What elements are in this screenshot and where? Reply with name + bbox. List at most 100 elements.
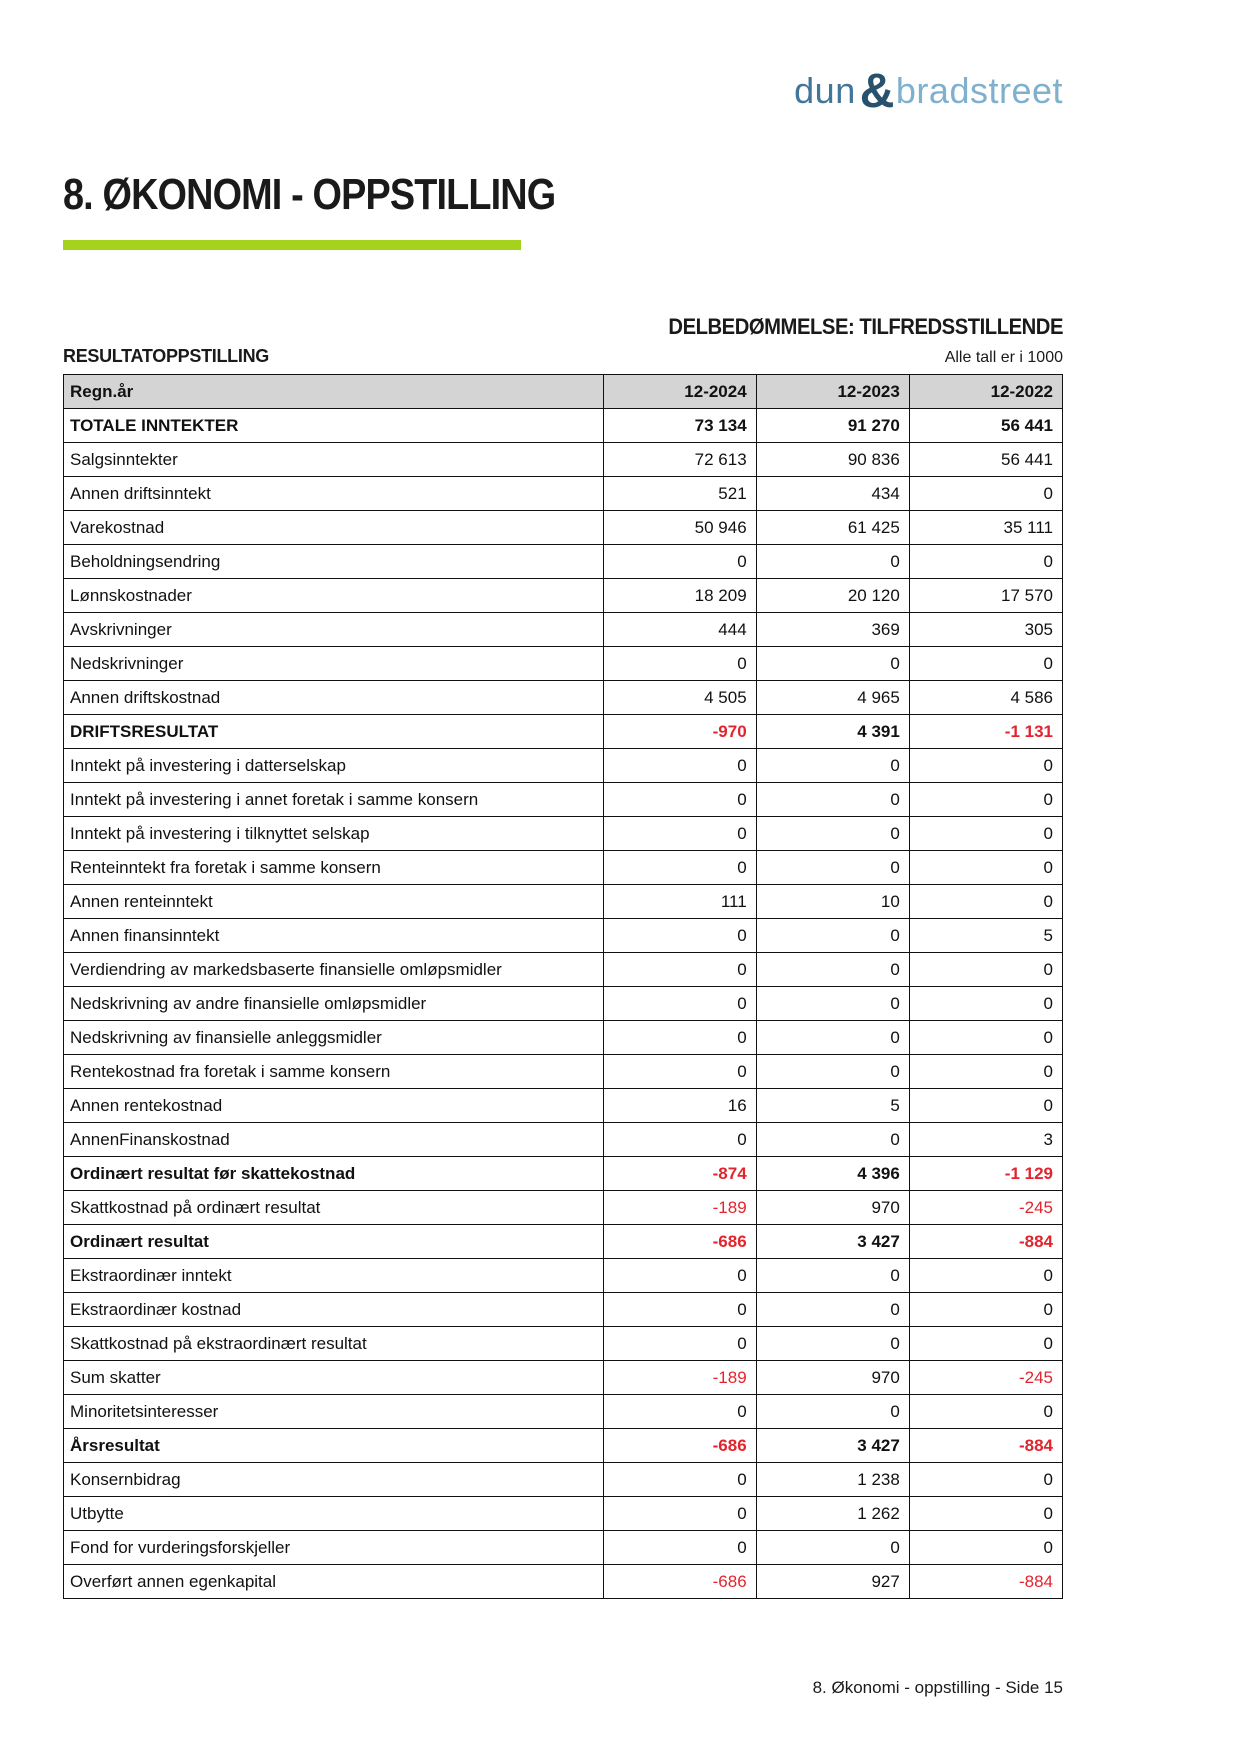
table-row: Nedskrivninger 0 0 0 bbox=[63, 646, 1064, 681]
table-row: Annen finansinntekt 0 0 5 bbox=[63, 918, 1064, 953]
row-value: 0 bbox=[755, 1326, 910, 1361]
table-row: Skattkostnad på ordinært resultat -189 970… bbox=[63, 1190, 1064, 1225]
row-value: 0 bbox=[755, 1122, 910, 1157]
row-value: 0 bbox=[755, 1394, 910, 1429]
row-label: Ordinært resultat bbox=[63, 1224, 604, 1259]
row-value: 0 bbox=[755, 646, 910, 681]
row-value: -686 bbox=[602, 1428, 757, 1463]
row-value: 0 bbox=[602, 918, 757, 953]
row-label: Verdiendring av markedsbaserte finansiel… bbox=[63, 952, 604, 987]
row-label: TOTALE INNTEKTER bbox=[63, 408, 604, 443]
row-value: 20 120 bbox=[755, 578, 910, 613]
assessment-text: DELBEDØMMELSE: TILFREDSSTILLENDE bbox=[668, 314, 1063, 339]
row-value: 0 bbox=[908, 1394, 1064, 1429]
row-value: 0 bbox=[602, 1258, 757, 1293]
table-row: Annen rentekostnad 16 5 0 bbox=[63, 1088, 1064, 1123]
row-label: Beholdningsendring bbox=[63, 544, 604, 579]
row-value: -686 bbox=[602, 1564, 757, 1599]
row-label: Lønnskostnader bbox=[63, 578, 604, 613]
table-row: Lønnskostnader 18 209 20 120 17 570 bbox=[63, 578, 1064, 613]
table-row: Konsernbidrag 0 1 238 0 bbox=[63, 1462, 1064, 1497]
table-row: Renteinntekt fra foretak i samme konsern… bbox=[63, 850, 1064, 885]
row-value: 0 bbox=[908, 748, 1064, 783]
row-label: Skattkostnad på ordinært resultat bbox=[63, 1190, 604, 1225]
row-value: 0 bbox=[755, 850, 910, 885]
row-value: 0 bbox=[602, 1054, 757, 1089]
table-row: TOTALE INNTEKTER 73 134 91 270 56 441 bbox=[63, 408, 1064, 443]
row-value: 0 bbox=[908, 1496, 1064, 1531]
row-value: 0 bbox=[908, 1020, 1064, 1055]
row-value: 0 bbox=[602, 850, 757, 885]
row-value: 0 bbox=[755, 1054, 910, 1089]
header-year-2023: 12-2023 bbox=[755, 374, 910, 409]
logo-bradstreet-text: bradstreet bbox=[895, 70, 1063, 111]
row-value: 0 bbox=[755, 748, 910, 783]
row-value: 0 bbox=[602, 1020, 757, 1055]
row-label: Konsernbidrag bbox=[63, 1462, 604, 1497]
row-value: 0 bbox=[755, 1292, 910, 1327]
row-label: Inntekt på investering i annet foretak i… bbox=[63, 782, 604, 817]
row-value: -1 131 bbox=[908, 714, 1064, 749]
row-label: Renteinntekt fra foretak i samme konsern bbox=[63, 850, 604, 885]
row-value: 0 bbox=[602, 646, 757, 681]
row-label: Sum skatter bbox=[63, 1360, 604, 1395]
row-value: 0 bbox=[602, 1530, 757, 1565]
row-value: 0 bbox=[755, 1530, 910, 1565]
row-value: 927 bbox=[755, 1564, 910, 1599]
row-value: 369 bbox=[755, 612, 910, 647]
row-label: Årsresultat bbox=[63, 1428, 604, 1463]
table-row: Nedskrivning av andre finansielle omløps… bbox=[63, 986, 1064, 1021]
table-row: Inntekt på investering i tilknyttet sels… bbox=[63, 816, 1064, 851]
table-row: Sum skatter -189 970 -245 bbox=[63, 1360, 1064, 1395]
row-value: 0 bbox=[908, 1462, 1064, 1497]
row-value: 3 427 bbox=[755, 1428, 910, 1463]
row-value: 35 111 bbox=[908, 510, 1064, 545]
row-value: 5 bbox=[755, 1088, 910, 1123]
table-row: Annen driftsinntekt 521 434 0 bbox=[63, 476, 1064, 511]
section-title: RESULTATOPPSTILLING bbox=[63, 346, 269, 366]
row-value: -884 bbox=[908, 1428, 1064, 1463]
result-table: Regn.år 12-2024 12-2023 12-2022 TOTALE I… bbox=[63, 374, 1064, 1599]
row-value: 56 441 bbox=[908, 408, 1064, 443]
row-value: 0 bbox=[908, 986, 1064, 1021]
row-label: Minoritetsinteresser bbox=[63, 1394, 604, 1429]
row-label: Ekstraordinær inntekt bbox=[63, 1258, 604, 1293]
row-value: -884 bbox=[908, 1564, 1064, 1599]
table-row: Ekstraordinær inntekt 0 0 0 bbox=[63, 1258, 1064, 1293]
row-value: 3 427 bbox=[755, 1224, 910, 1259]
table-row: Inntekt på investering i annet foretak i… bbox=[63, 782, 1064, 817]
row-label: Annen rentekostnad bbox=[63, 1088, 604, 1123]
row-value: 4 965 bbox=[755, 680, 910, 715]
row-value: 0 bbox=[755, 1020, 910, 1055]
row-value: 72 613 bbox=[602, 442, 757, 477]
row-label: Avskrivninger bbox=[63, 612, 604, 647]
table-row: Nedskrivning av finansielle anleggsmidle… bbox=[63, 1020, 1064, 1055]
row-value: 0 bbox=[908, 850, 1064, 885]
row-value: -874 bbox=[602, 1156, 757, 1191]
row-value: -245 bbox=[908, 1190, 1064, 1225]
row-value: 0 bbox=[755, 782, 910, 817]
logo-row: dun&bradstreet bbox=[63, 68, 1063, 116]
row-value: 0 bbox=[602, 748, 757, 783]
row-value: 434 bbox=[755, 476, 910, 511]
dun-bradstreet-logo: dun&bradstreet bbox=[794, 68, 1063, 116]
table-row: Inntekt på investering i datterselskap 0 0… bbox=[63, 748, 1064, 783]
row-value: 10 bbox=[755, 884, 910, 919]
row-value: 305 bbox=[908, 612, 1064, 647]
row-value: 0 bbox=[908, 1088, 1064, 1123]
row-value: 0 bbox=[908, 1326, 1064, 1361]
row-value: -189 bbox=[602, 1190, 757, 1225]
row-value: -189 bbox=[602, 1360, 757, 1395]
row-value: 90 836 bbox=[755, 442, 910, 477]
row-label: Utbytte bbox=[63, 1496, 604, 1531]
row-value: 0 bbox=[908, 1292, 1064, 1327]
row-value: 0 bbox=[908, 1258, 1064, 1293]
table-row: Årsresultat -686 3 427 -884 bbox=[63, 1428, 1064, 1463]
row-value: -1 129 bbox=[908, 1156, 1064, 1191]
row-value: 1 238 bbox=[755, 1462, 910, 1497]
table-row: Beholdningsendring 0 0 0 bbox=[63, 544, 1064, 579]
result-table-body: TOTALE INNTEKTER 73 134 91 270 56 441 Salgsi… bbox=[63, 408, 1064, 1599]
row-value: -686 bbox=[602, 1224, 757, 1259]
table-row: Ordinært resultat før skattekostnad -874 4… bbox=[63, 1156, 1064, 1191]
